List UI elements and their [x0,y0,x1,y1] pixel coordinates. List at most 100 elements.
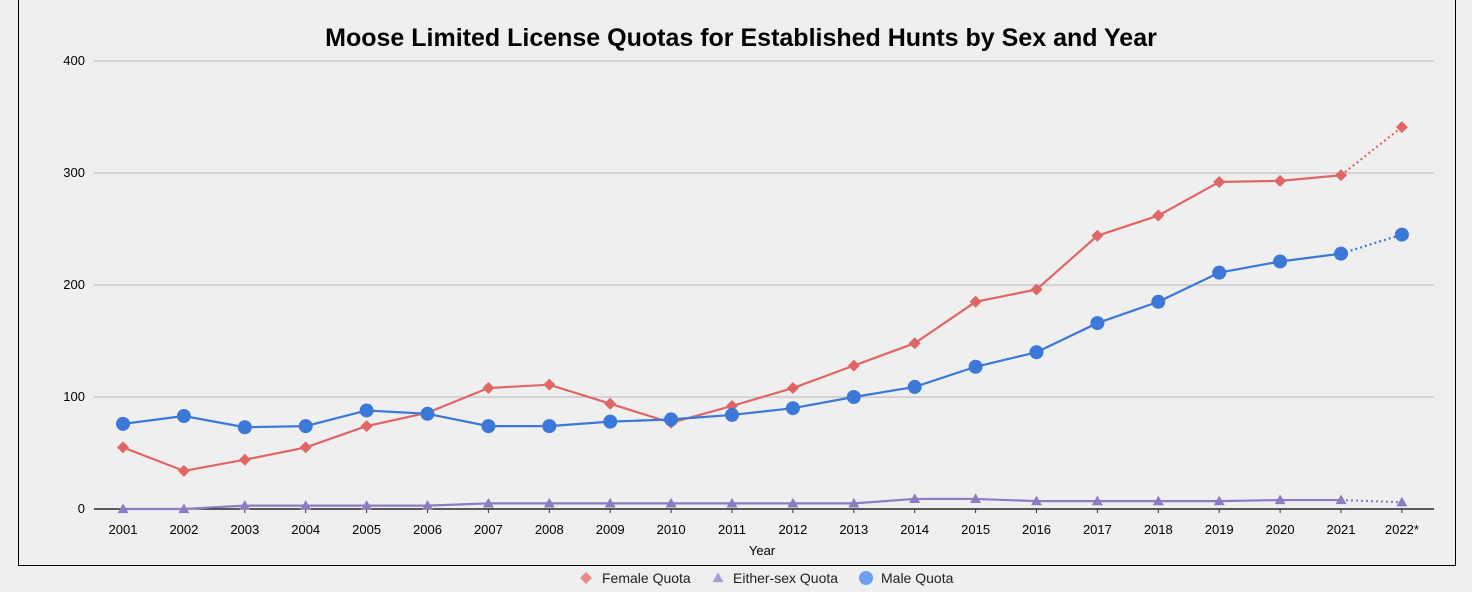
legend-item: Female Quota [580,570,691,586]
series-layer [116,121,1409,514]
legend-diamond-icon [580,572,592,584]
data-point [787,497,799,508]
data-point [237,420,252,435]
data-point [1274,174,1287,187]
legend-label: Either-sex Quota [733,570,838,586]
x-tick-label: 2008 [535,522,564,537]
data-point [1151,294,1166,309]
series-male-quota [116,227,1409,435]
x-tick-label: 2021 [1327,522,1356,537]
series-projection-line [1340,498,1402,504]
series-projection-line [1340,126,1403,177]
x-axis-ticks: 2001 2002 2003 2004 2005 2006 2007 2008 2009 2010… [109,509,1419,537]
chart-title: Moose Limited License Quotas for Establi… [325,24,1157,52]
line-chart: Moose Limited License Quotas for Establi… [63,24,1434,558]
x-tick-label: 2004 [291,522,320,537]
data-point [543,497,555,508]
data-point [726,497,738,508]
data-point [1274,494,1286,505]
data-point [846,390,861,404]
data-point [907,379,922,394]
y-tick-label: 300 [63,165,85,180]
data-point [359,403,374,418]
data-point [604,397,617,410]
legend-triangle-icon [712,572,724,583]
data-point [117,441,129,454]
data-point [360,420,373,433]
x-tick-label: 2007 [474,522,503,537]
data-point [1030,283,1043,296]
x-tick-label: 2018 [1144,522,1173,537]
x-tick-label: 2005 [352,522,381,537]
y-tick-label: 100 [63,389,85,404]
x-tick-label: 2006 [413,522,442,537]
data-point [848,497,860,508]
y-tick-label: 400 [63,53,85,68]
data-point [238,453,251,466]
series-projection-line [1340,233,1403,255]
data-point [178,503,190,514]
legend-label: Male Quota [881,570,954,586]
data-point [177,464,190,477]
data-point [422,500,433,510]
data-point [604,497,616,508]
data-point [603,414,618,429]
data-point [1273,254,1288,269]
x-tick-label: 2019 [1205,522,1234,537]
data-point [909,493,921,504]
x-tick-label: 2017 [1083,522,1112,537]
data-point [1090,316,1105,331]
data-point [1152,495,1164,506]
x-tick-label: 2016 [1022,522,1051,537]
x-tick-label: 2013 [839,522,868,537]
data-point [1335,494,1347,505]
x-tick-label: 2003 [230,522,259,537]
data-point [176,409,191,424]
x-axis-title: Year [749,543,776,558]
x-tick-label: 2015 [961,522,990,537]
y-axis-ticks: 0 100 200 300 400 [63,53,85,516]
data-point [1213,175,1226,188]
data-point [725,407,739,422]
x-tick-label: 2020 [1266,522,1295,537]
data-point [542,419,557,434]
data-point [665,497,677,508]
data-point [968,359,983,374]
legend-label: Female Quota [602,570,691,586]
data-point [1031,495,1042,506]
data-point [1091,229,1104,242]
data-point [420,406,435,421]
data-point [1395,121,1408,134]
data-point [847,359,860,372]
data-point [1394,227,1409,242]
data-point [543,378,556,391]
data-point [361,500,373,510]
data-point [239,500,251,510]
x-tick-label: 2011 [718,522,746,537]
data-point [785,401,800,416]
x-tick-label: 2014 [900,522,929,537]
data-point [908,337,921,350]
x-tick-label: 2009 [596,522,625,537]
gridlines [94,60,1434,510]
x-tick-label: 2010 [657,522,686,537]
data-point [481,419,496,434]
legend-item: Male Quota [859,570,954,586]
data-point [117,503,129,514]
data-point [1213,495,1225,506]
legend-circle-icon [859,571,873,585]
data-point [298,419,313,434]
x-tick-label: 2001 [109,522,138,537]
data-point [116,416,130,431]
data-point [969,295,982,308]
data-point [1212,265,1227,280]
data-point [970,493,982,504]
data-point [299,441,312,454]
data-point [664,412,679,427]
data-point [1396,496,1408,507]
data-point [1334,246,1348,261]
y-tick-label: 0 [78,501,85,516]
x-tick-label: 2022* [1385,522,1419,537]
data-point [1152,209,1165,222]
series-female-quota [117,121,1408,477]
